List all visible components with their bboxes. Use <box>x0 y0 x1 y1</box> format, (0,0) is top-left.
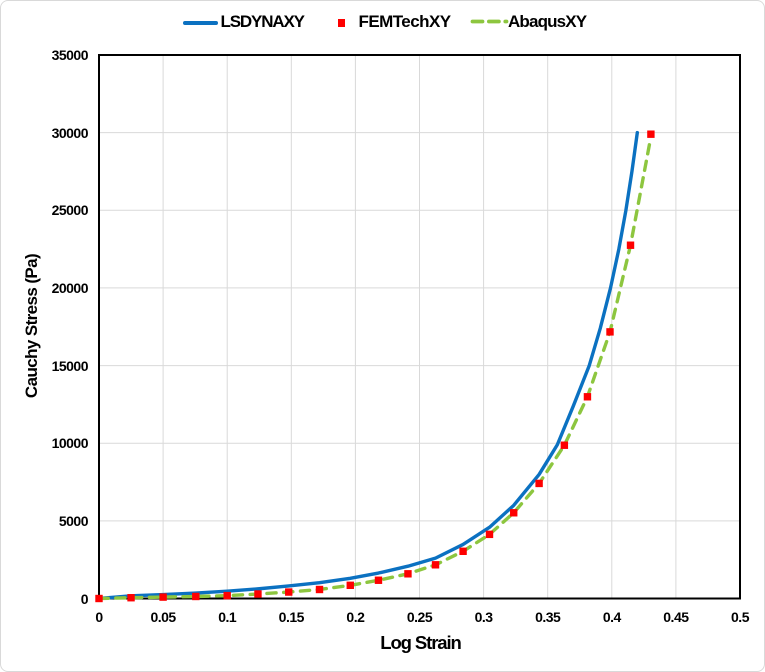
x-tick-label: 0.25 <box>406 609 433 625</box>
y-tick-label: 25000 <box>51 202 89 219</box>
legend-label-lsdynaxy: LSDYNAXY <box>220 11 306 31</box>
x-tick-label: 0 <box>95 609 103 625</box>
series-line-lsdynaxy <box>97 130 640 601</box>
x-tick-label: 0.1 <box>218 609 237 625</box>
x-tick-label: 0.2 <box>346 609 365 625</box>
x-tick-label: 0.05 <box>150 609 176 625</box>
legend-label-abaqusxy: AbaqusXY <box>508 11 587 31</box>
plot-border <box>98 54 741 600</box>
y-tick-label: 15000 <box>51 357 89 374</box>
y-tick-label: 20000 <box>51 279 89 296</box>
y-tick-label: 0 <box>80 590 89 607</box>
series-markers-femtechxy <box>95 130 655 603</box>
x-tick-label: 0.15 <box>278 609 305 625</box>
y-tick-label: 5000 <box>58 512 89 529</box>
y-tick-label: 10000 <box>51 435 89 452</box>
x-tick-label: 0.45 <box>663 609 689 625</box>
series-layer <box>95 130 655 603</box>
y-tick-label: 35000 <box>51 47 89 63</box>
x-tick-label: 0.35 <box>535 609 561 625</box>
x-tick-label: 0.5 <box>731 609 749 625</box>
x-axis-title: Log Strain <box>380 631 462 653</box>
x-tick-label: 0.4 <box>602 609 621 625</box>
x-tick-label: 0.3 <box>474 609 493 625</box>
legend-swatch-femtechxy <box>337 19 345 27</box>
legend-swatch-abaqusxy <box>470 19 509 24</box>
y-tick-label: 30000 <box>51 124 89 141</box>
gridlines <box>99 55 740 599</box>
series-line-abaqusxy <box>97 136 653 601</box>
y-axis-title: Cauchy Stress (Pa) <box>21 253 41 398</box>
legend-swatch-lsdynaxy <box>183 20 218 25</box>
legend-label-femtechxy: FEMTechXY <box>358 11 452 31</box>
